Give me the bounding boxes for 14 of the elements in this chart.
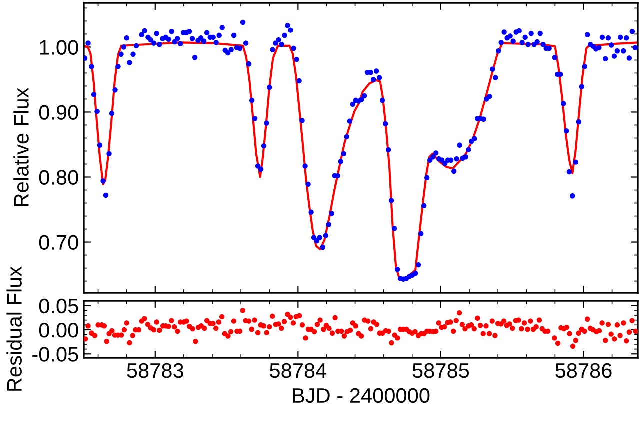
y-tick-label: 0.70: [39, 235, 78, 250]
y-axis-title: Relative Flux: [14, 88, 29, 206]
y-tick-label: -0.05: [32, 347, 78, 362]
y-tick-label: 1.00: [40, 40, 78, 55]
y-tick-label: 0.80: [39, 170, 78, 186]
x-tick-label: 58784: [270, 363, 327, 378]
x-axis-title: BJD - 2400000: [293, 388, 430, 404]
y-tick-label: 0.90: [39, 105, 78, 120]
x-tick-label: 58783: [127, 363, 184, 378]
x-tick-label: 58785: [412, 363, 470, 378]
y-axis-title: Residual Flux: [6, 266, 22, 391]
y-tick-label: 0.05: [39, 298, 78, 314]
x-tick-label: 58786: [556, 363, 612, 378]
y-tick-label: 0.00: [39, 322, 78, 338]
